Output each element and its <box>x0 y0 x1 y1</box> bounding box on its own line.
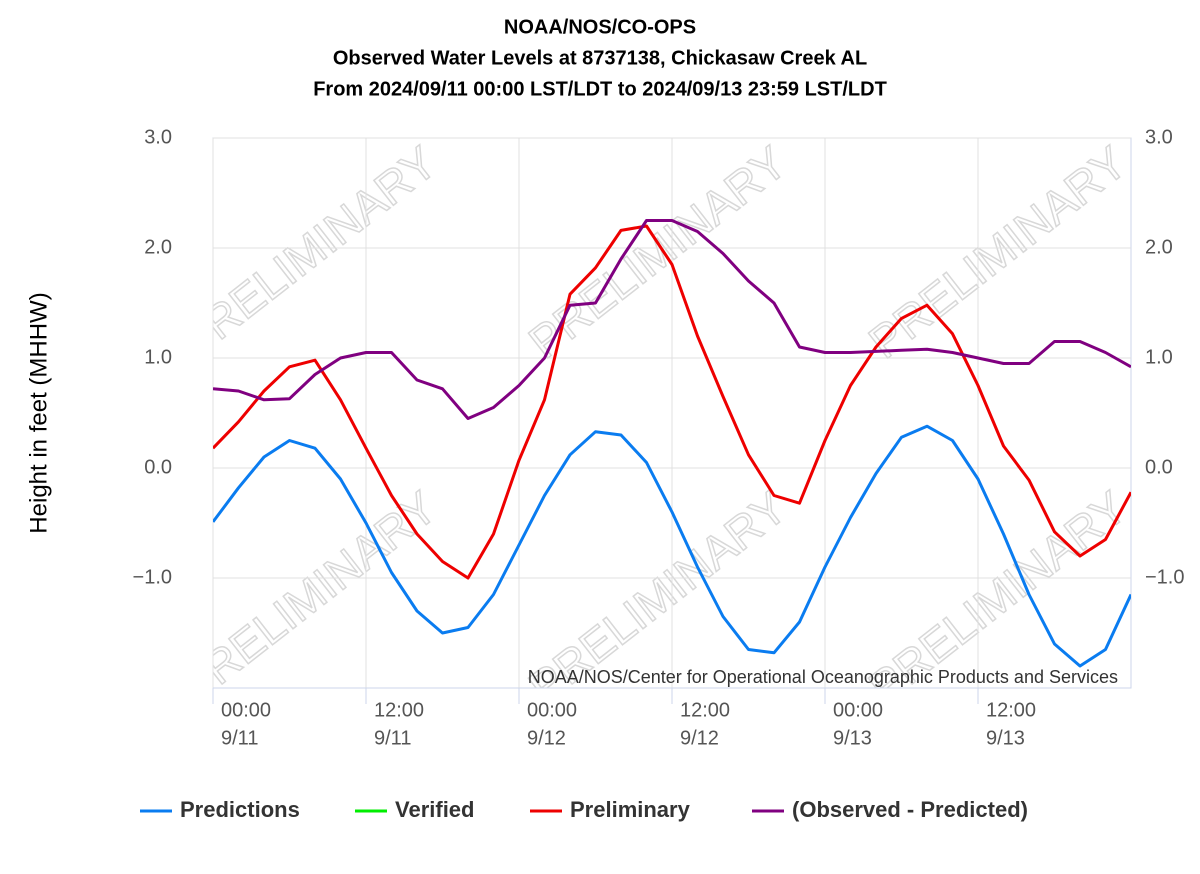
chart-title: Observed Water Levels at 8737138, Chicka… <box>333 47 867 69</box>
series-line <box>213 219 1131 420</box>
x-tick-label: 00:00 <box>221 699 271 721</box>
x-tick-label: 00:00 <box>527 699 577 721</box>
chart-title: From 2024/09/11 00:00 LST/LDT to 2024/09… <box>313 78 887 100</box>
x-tick-label: 00:00 <box>833 699 883 721</box>
lines <box>213 219 1131 668</box>
legend-label: Verified <box>395 797 474 822</box>
credit: NOAA/NOS/Center for Operational Oceanogr… <box>528 667 1118 687</box>
x-tick-label: 12:00 <box>986 699 1036 721</box>
x-tick-label: 9/12 <box>680 727 719 749</box>
x-tick-label: 9/11 <box>374 727 411 749</box>
series-line <box>213 224 1131 580</box>
legend-label: Predictions <box>180 797 300 822</box>
y2-tick-label: 3.0 <box>1145 126 1173 148</box>
y2-tick-label: −1.0 <box>1145 566 1184 588</box>
x-tick-label: 9/12 <box>527 727 566 749</box>
series-line <box>213 424 1131 668</box>
y-tick-label: −1.0 <box>133 566 172 588</box>
y-tick-label: 3.0 <box>144 126 172 148</box>
legend-label: Preliminary <box>570 797 691 822</box>
x-tick-label: 9/13 <box>833 727 872 749</box>
x-tick-label: 9/11 <box>221 727 258 749</box>
y2-tick-label: 0.0 <box>1145 456 1173 478</box>
grid: −1.0 −1.0 0.0 0.0 1.0 1.0 2.0 2.0 3.0 3.0 00:00 9/1… <box>133 126 1185 749</box>
legend-label: (Observed - Predicted) <box>792 797 1028 822</box>
y-tick-label: 2.0 <box>144 236 172 258</box>
y2-tick-label: 1.0 <box>1145 346 1173 368</box>
y-tick-label: 1.0 <box>144 346 172 368</box>
chart-title: NOAA/NOS/CO-OPS <box>504 16 696 38</box>
legend: Predictions Verified Preliminary (Observed … <box>140 797 1028 822</box>
y-axis-label: Height in feet (MHHW) <box>25 292 52 533</box>
x-tick-label: 12:00 <box>374 699 424 721</box>
y2-tick-label: 2.0 <box>1145 236 1173 258</box>
y-tick-label: 0.0 <box>144 456 172 478</box>
x-tick-label: 9/13 <box>986 727 1025 749</box>
x-tick-label: 12:00 <box>680 699 730 721</box>
